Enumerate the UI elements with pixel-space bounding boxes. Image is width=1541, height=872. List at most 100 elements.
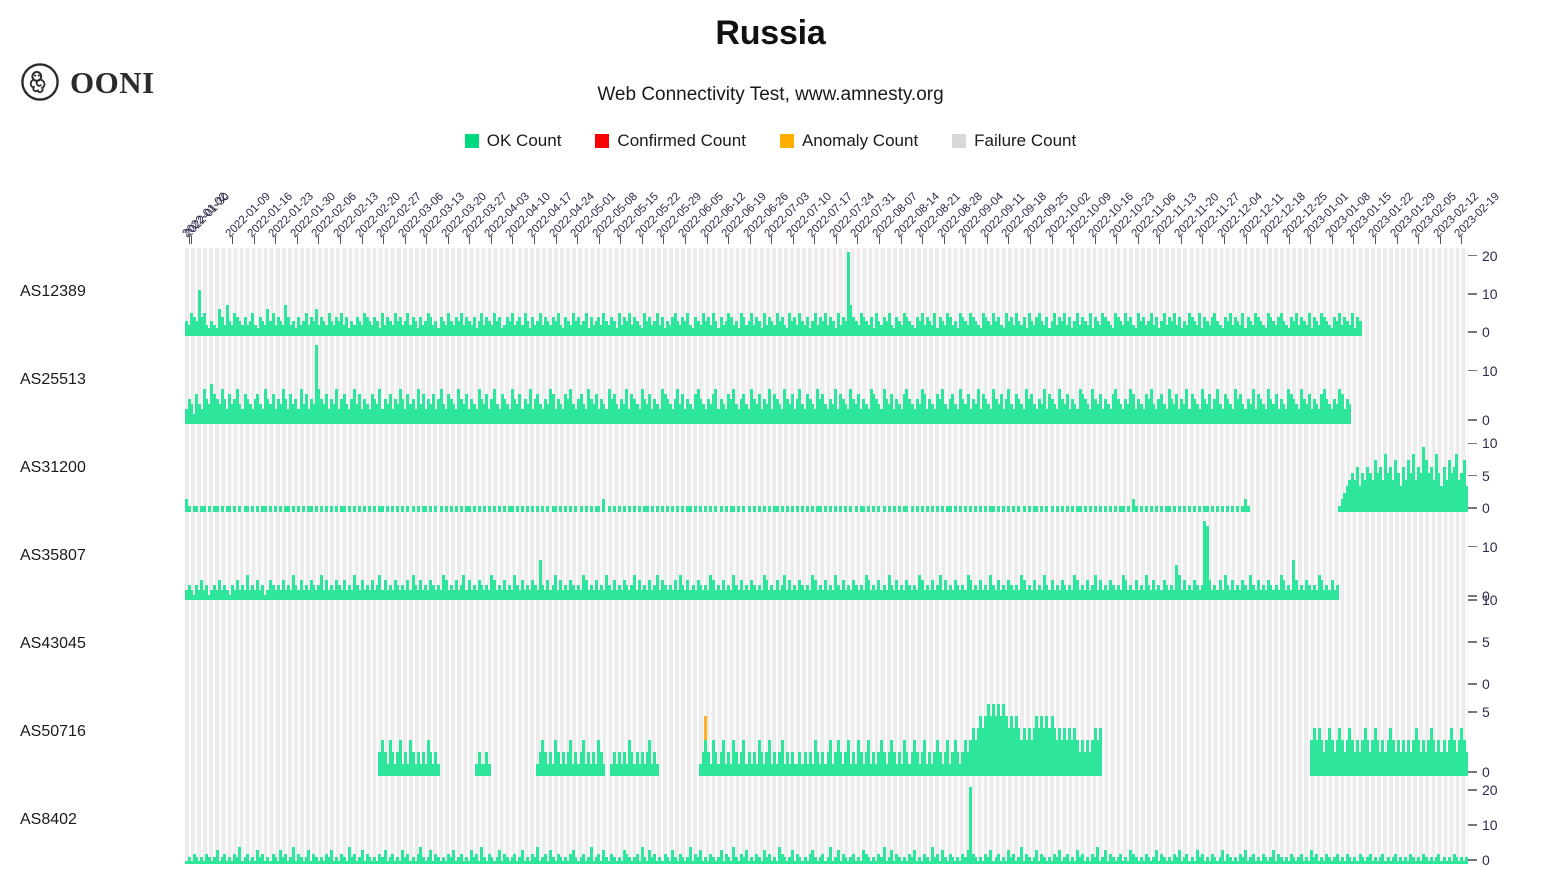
bar-ok[interactable] bbox=[1210, 853, 1214, 864]
bar-ok[interactable] bbox=[724, 590, 728, 600]
bar-ok[interactable] bbox=[655, 575, 659, 600]
bar-ok[interactable] bbox=[1073, 575, 1077, 600]
bar-ok[interactable] bbox=[337, 409, 341, 424]
bar-ok[interactable] bbox=[475, 764, 479, 776]
bar-ok[interactable] bbox=[1058, 728, 1062, 776]
bar-ok[interactable] bbox=[1378, 857, 1382, 864]
bar-ok[interactable] bbox=[645, 752, 649, 776]
bar-ok[interactable] bbox=[1027, 857, 1031, 864]
bar-ok[interactable] bbox=[1312, 857, 1316, 864]
bar-ok[interactable] bbox=[378, 575, 382, 600]
bar-ok[interactable] bbox=[421, 752, 425, 776]
bar-ok[interactable] bbox=[879, 590, 883, 600]
bar-ok[interactable] bbox=[1190, 394, 1194, 424]
bar-ok[interactable] bbox=[1027, 313, 1031, 336]
bar-ok[interactable] bbox=[564, 394, 568, 424]
bar-ok[interactable] bbox=[801, 860, 805, 864]
bar-ok[interactable] bbox=[1330, 580, 1334, 600]
bar-ok[interactable] bbox=[261, 409, 265, 424]
bar-ok[interactable] bbox=[513, 324, 517, 336]
bar-ok[interactable] bbox=[574, 752, 578, 776]
bar-ok[interactable] bbox=[1154, 850, 1158, 864]
bar-ok[interactable] bbox=[462, 860, 466, 864]
bar-ok[interactable] bbox=[319, 316, 323, 336]
bar-ok[interactable] bbox=[521, 505, 525, 512]
bar-ok[interactable] bbox=[1170, 585, 1174, 600]
bar-ok[interactable] bbox=[564, 764, 568, 776]
bar-ok[interactable] bbox=[1002, 409, 1006, 424]
bar-ok[interactable] bbox=[1452, 853, 1456, 864]
bar-ok[interactable] bbox=[187, 399, 191, 424]
bar-ok[interactable] bbox=[826, 590, 830, 600]
bar-ok[interactable] bbox=[1037, 728, 1041, 776]
bar-ok[interactable] bbox=[538, 313, 542, 336]
bar-ok[interactable] bbox=[887, 752, 891, 776]
bar-ok[interactable] bbox=[780, 853, 784, 864]
bar-ok[interactable] bbox=[694, 590, 698, 600]
bar-ok[interactable] bbox=[475, 853, 479, 864]
bar-ok[interactable] bbox=[1040, 320, 1044, 336]
bar-ok[interactable] bbox=[1343, 492, 1347, 512]
bar-ok[interactable] bbox=[342, 324, 346, 336]
bar-ok[interactable] bbox=[302, 505, 306, 512]
bar-ok[interactable] bbox=[678, 575, 682, 600]
bar-ok[interactable] bbox=[1404, 479, 1408, 512]
bar-ok[interactable] bbox=[241, 585, 244, 600]
bar-ok[interactable] bbox=[668, 585, 672, 600]
bar-ok[interactable] bbox=[1190, 590, 1194, 600]
bar-ok[interactable] bbox=[1144, 575, 1148, 600]
bar-ok[interactable] bbox=[1399, 486, 1403, 512]
bar-ok[interactable] bbox=[897, 320, 901, 336]
bar-ok[interactable] bbox=[941, 320, 945, 336]
bar-ok[interactable] bbox=[913, 409, 917, 424]
bar-ok[interactable] bbox=[1246, 590, 1250, 600]
bar-ok[interactable] bbox=[813, 313, 817, 336]
bar-ok[interactable] bbox=[826, 857, 830, 864]
bar-ok[interactable] bbox=[1394, 752, 1398, 776]
bar-ok[interactable] bbox=[673, 313, 677, 336]
bar-ok[interactable] bbox=[622, 850, 626, 864]
bar-ok[interactable] bbox=[317, 389, 321, 424]
bar-ok[interactable] bbox=[633, 764, 637, 776]
bar-ok[interactable] bbox=[439, 505, 443, 512]
bar-ok[interactable] bbox=[857, 857, 861, 864]
bar-ok[interactable] bbox=[701, 313, 705, 336]
bar-ok[interactable] bbox=[449, 399, 453, 424]
bar-ok[interactable] bbox=[256, 505, 260, 512]
bar-ok[interactable] bbox=[722, 740, 726, 776]
bar-ok[interactable] bbox=[737, 328, 741, 336]
bar-ok[interactable] bbox=[546, 404, 550, 424]
bar-ok[interactable] bbox=[213, 394, 216, 424]
bar-ok[interactable] bbox=[1383, 860, 1387, 864]
bar-ok[interactable] bbox=[342, 580, 346, 600]
bar-ok[interactable] bbox=[1007, 728, 1011, 776]
bar-ok[interactable] bbox=[1187, 860, 1191, 864]
bar-ok[interactable] bbox=[426, 313, 430, 336]
bar-ok[interactable] bbox=[745, 324, 749, 336]
bar-ok[interactable] bbox=[235, 580, 239, 600]
bar-ok[interactable] bbox=[1098, 394, 1102, 424]
bar-ok[interactable] bbox=[1058, 590, 1062, 600]
bar-ok[interactable] bbox=[307, 324, 311, 336]
bar-ok[interactable] bbox=[1437, 853, 1441, 864]
bar-ok[interactable] bbox=[879, 324, 883, 336]
bar-ok[interactable] bbox=[752, 585, 756, 600]
bar-ok[interactable] bbox=[1022, 409, 1026, 424]
bar-ok[interactable] bbox=[571, 850, 575, 864]
bar-ok[interactable] bbox=[956, 857, 960, 864]
bar-ok[interactable] bbox=[1004, 716, 1008, 776]
bar-ok[interactable] bbox=[627, 857, 631, 864]
bar-ok[interactable] bbox=[1177, 850, 1181, 864]
bar-ok[interactable] bbox=[347, 328, 351, 336]
bar-ok[interactable] bbox=[1299, 316, 1303, 336]
bar-ok[interactable] bbox=[1355, 860, 1359, 864]
bar-ok[interactable] bbox=[472, 585, 476, 600]
bar-ok[interactable] bbox=[230, 585, 234, 600]
bar-ok[interactable] bbox=[1320, 580, 1324, 600]
bar-ok[interactable] bbox=[1302, 860, 1306, 864]
bar-ok[interactable] bbox=[905, 752, 909, 776]
bar-ok[interactable] bbox=[643, 857, 647, 864]
bar-ok[interactable] bbox=[276, 399, 280, 424]
bar-ok[interactable] bbox=[1266, 389, 1270, 424]
bar-ok[interactable] bbox=[1312, 585, 1316, 600]
